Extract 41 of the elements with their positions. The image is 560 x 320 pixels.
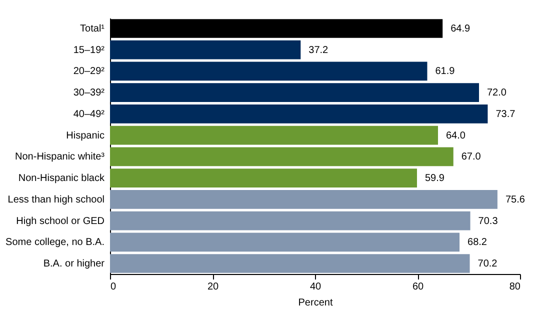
bar <box>110 147 454 166</box>
y-tick-label: Hispanic <box>66 130 104 142</box>
bar <box>110 168 417 188</box>
y-tick-label: 30–39² <box>73 88 106 99</box>
bar <box>110 40 301 60</box>
data-label: 73.7 <box>496 108 516 120</box>
bar <box>110 83 479 102</box>
x-tick-label: 0 <box>110 282 116 292</box>
bar <box>110 190 498 209</box>
y-tick-label: B.A. or higher <box>43 258 106 270</box>
x-tick-label: 20 <box>207 282 219 292</box>
y-tick-label: Non-Hispanic black <box>18 173 106 184</box>
y-tick-label: 40–49² <box>73 108 106 120</box>
y-tick-label: 15–19² <box>73 44 106 56</box>
bar <box>110 62 428 81</box>
x-axis-title: Percent <box>298 298 333 308</box>
y-tick-label: Total¹ <box>80 23 106 34</box>
x-tick-label: 80 <box>509 282 521 292</box>
y-tick-label: Some college, no B.A. <box>6 237 104 248</box>
y-tick-label: Less than high school <box>8 194 104 206</box>
bar <box>110 232 460 252</box>
bar <box>110 104 488 124</box>
data-label: 61.9 <box>435 66 456 78</box>
data-label: 70.3 <box>478 216 498 227</box>
y-tick-label: Non-Hispanic white³ <box>15 152 106 163</box>
data-label: 64.9 <box>450 23 471 34</box>
data-label: 75.6 <box>505 194 526 206</box>
data-label: 72.0 <box>487 88 507 99</box>
y-tick-label: 20–29² <box>73 66 106 78</box>
data-label: 59.9 <box>424 173 445 184</box>
data-label: 70.2 <box>478 258 498 270</box>
bar <box>110 211 470 230</box>
bar <box>110 126 438 145</box>
data-label: 37.2 <box>308 44 329 56</box>
x-tick-label: 40 <box>310 282 322 292</box>
data-label: 67.0 <box>461 152 482 163</box>
data-label: 64.0 <box>446 130 466 142</box>
data-label: 68.2 <box>468 237 488 248</box>
x-tick-label: 60 <box>412 282 424 292</box>
y-tick-label: High school or GED <box>16 216 104 227</box>
bar <box>110 254 470 273</box>
